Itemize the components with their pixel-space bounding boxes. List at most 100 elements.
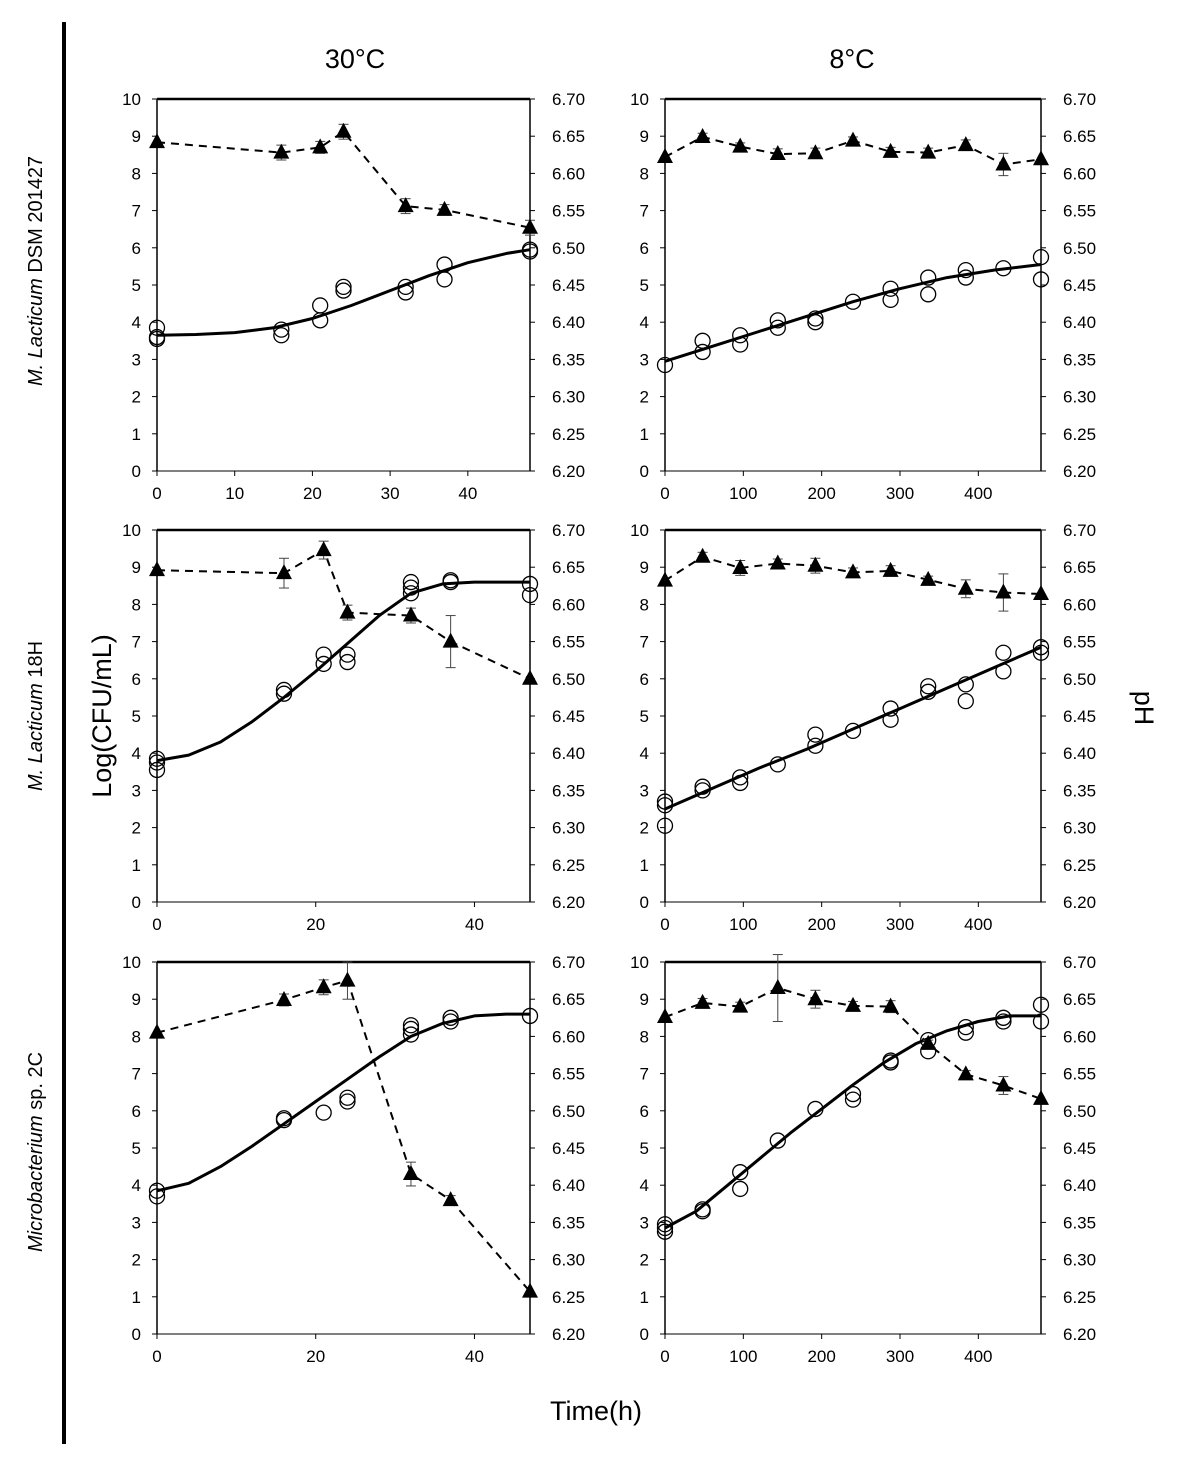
x-axis-title: Time(h) (550, 1396, 642, 1426)
fitted-growth-curve (664, 645, 1042, 811)
y-tick-label: 5 (132, 1139, 141, 1158)
ph-tick-label: 6.25 (1063, 425, 1096, 444)
cfu-data-point (1032, 644, 1050, 661)
x-tick-label: 200 (807, 1347, 835, 1366)
y-tick-label: 2 (640, 819, 649, 838)
cfu-data-point (1032, 639, 1050, 656)
y-tick-label: 2 (132, 819, 141, 838)
ph-tick-label: 6.35 (1063, 350, 1096, 369)
ph-data-point (995, 155, 1012, 171)
y-axis-title-right: pH (1129, 691, 1159, 726)
ph-data-point (273, 143, 290, 159)
y-tick-label: 8 (640, 595, 649, 614)
ph-data-point (339, 971, 356, 987)
panels: 0123456789106.206.256.306.356.406.456.50… (122, 90, 1096, 1366)
ph-data-point (657, 571, 673, 587)
x-tick-label: 200 (807, 484, 835, 503)
x-tick-label: 300 (886, 484, 914, 503)
y-tick-label: 5 (640, 276, 649, 295)
ph-tick-label: 6.65 (1063, 990, 1096, 1009)
y-tick-label: 6 (640, 1102, 649, 1121)
ph-data-point (995, 583, 1012, 599)
cfu-data-point (656, 817, 674, 834)
ph-tick-label: 6.25 (552, 1288, 585, 1307)
y-tick-label: 4 (132, 1176, 141, 1195)
cfu-data-point (312, 297, 329, 314)
y-tick-label: 1 (132, 856, 141, 875)
cfu-data-point (521, 586, 539, 604)
ph-data-point (339, 603, 356, 619)
x-tick-label: 400 (964, 484, 992, 503)
panel-2: 0 1 2 3 4 5 6 7 8 9 10 6.20 6.25 6.30 6.35 6.40 6.45 6.50… (630, 90, 1096, 503)
ph-tick-label: 6.55 (1063, 633, 1096, 652)
ph-data-point (436, 200, 453, 216)
panel-4: 0 1 2 3 4 5 6 7 8 9 10 6.20 6.25 6.30 6.35 6.40 6.45 6.50… (630, 521, 1096, 934)
ph-tick-label: 6.20 (1063, 893, 1096, 912)
ph-tick-label: 6.65 (1063, 558, 1096, 577)
ph-data-point (882, 997, 899, 1013)
ph-tick-label: 6.50 (1063, 239, 1096, 258)
x-tick-label: 30 (381, 484, 400, 503)
ph-tick-label: 6.50 (1063, 1102, 1096, 1121)
cfu-data-point (273, 321, 290, 338)
panel-6: 0 1 2 3 4 5 6 7 8 9 10 6.20 6.25 6.30 6.35 6.40 6.45 6.50… (630, 953, 1096, 1366)
y-tick-label: 8 (132, 595, 141, 614)
y-tick-label: 4 (132, 744, 141, 763)
cfu-data-point (882, 291, 899, 309)
y-tick-label: 9 (640, 558, 649, 577)
ph-tick-label: 6.20 (552, 893, 585, 912)
y-tick-label: 9 (132, 990, 141, 1009)
y-tick-label: 8 (132, 164, 141, 183)
ph-tick-label: 6.45 (552, 1139, 585, 1158)
y-tick-label: 3 (640, 350, 649, 369)
cfu-data-point (148, 754, 166, 771)
ph-data-point (402, 606, 419, 622)
ph-tick-label: 6.30 (1063, 1251, 1096, 1270)
cfu-data-point (521, 575, 539, 593)
y-tick-label: 10 (122, 90, 141, 109)
cfu-data-point (957, 261, 974, 279)
y-tick-label: 10 (630, 521, 649, 540)
x-tick-label: 20 (306, 1347, 325, 1366)
cfu-data-point (656, 1219, 674, 1237)
y-tick-label: 6 (132, 670, 141, 689)
cfu-data-point (920, 678, 937, 695)
cfu-data-point (402, 573, 420, 591)
cfu-data-point (1032, 1013, 1050, 1030)
x-tick-label: 200 (807, 915, 835, 934)
ph-tick-label: 6.60 (1063, 595, 1096, 614)
ph-data-point (807, 556, 824, 572)
ph-tick-label: 6.35 (1063, 1213, 1096, 1232)
cfu-data-point (402, 579, 420, 596)
fitted-growth-curve (156, 580, 530, 763)
ph-tick-label: 6.20 (552, 1325, 585, 1344)
y-tick-label: 4 (640, 313, 649, 332)
y-tick-label: 4 (132, 313, 141, 332)
cfu-data-point (656, 356, 674, 374)
cfu-data-point (656, 793, 674, 810)
cfu-data-point (148, 319, 166, 336)
x-tick-label: 400 (964, 1347, 992, 1366)
ph-tick-label: 6.70 (1063, 953, 1096, 972)
cfu-data-point (732, 1164, 749, 1181)
cfu-data-point (769, 1132, 786, 1149)
ph-tick-label: 6.35 (1063, 781, 1096, 800)
cfu-data-point (769, 312, 786, 329)
cfu-data-point (732, 769, 749, 786)
y-tick-label: 0 (132, 1325, 141, 1344)
ph-data-point (732, 137, 749, 153)
y-tick-label: 8 (640, 164, 649, 183)
cfu-data-point (920, 286, 937, 303)
ph-tick-label: 6.45 (552, 707, 585, 726)
ph-tick-label: 6.55 (552, 633, 585, 652)
ph-data-point (442, 632, 459, 648)
x-tick-label: 100 (729, 484, 757, 503)
ph-tick-label: 6.25 (552, 856, 585, 875)
ph-data-point (335, 122, 352, 138)
y-tick-label: 4 (640, 744, 649, 763)
ph-data-point (1033, 584, 1049, 600)
ph-data-point (957, 579, 974, 595)
ph-data-point (769, 979, 786, 995)
cfu-data-point (957, 269, 974, 286)
y-tick-label: 10 (630, 90, 649, 109)
